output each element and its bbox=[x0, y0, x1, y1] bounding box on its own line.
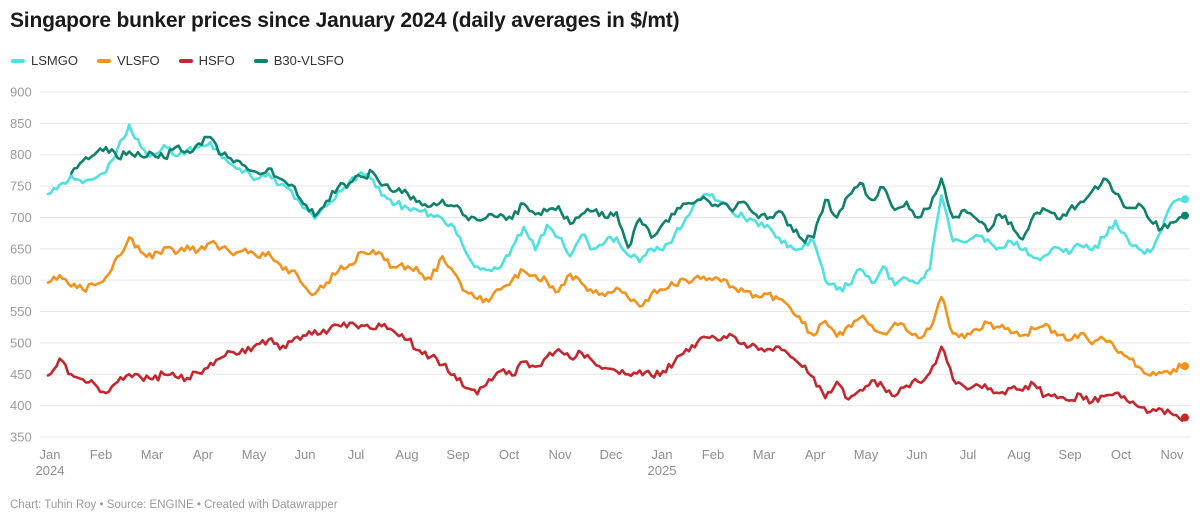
x-tick-label-2: Mar bbox=[141, 447, 164, 462]
legend-swatch-hsfo bbox=[178, 58, 193, 63]
y-tick-label-800: 800 bbox=[10, 147, 32, 162]
series-end-dot-b30-vlsfo bbox=[1181, 211, 1189, 220]
x-tick-label-1: Feb bbox=[90, 447, 112, 462]
y-tick-label-750: 750 bbox=[10, 179, 32, 194]
y-tick-label-500: 500 bbox=[10, 335, 32, 350]
x-tick-label-9: Oct bbox=[499, 447, 520, 462]
legend-label-lsmgo: LSMGO bbox=[31, 53, 78, 68]
x-tick-label-17: Jun bbox=[907, 447, 928, 462]
x-tick-label-3: Apr bbox=[193, 447, 214, 462]
legend-swatch-b30-vlsfo bbox=[253, 58, 268, 63]
x-tick-label-14: Mar bbox=[753, 447, 776, 462]
series-line-hsfo bbox=[46, 321, 1187, 422]
legend-item-b30-vlsfo: B30-VLSFO bbox=[253, 53, 344, 68]
gridlines bbox=[40, 91, 1190, 438]
series-end-dot-lsmgo bbox=[1181, 195, 1189, 204]
x-tick-label-12: Jan bbox=[652, 447, 673, 462]
x-tick-label-11: Dec bbox=[599, 447, 623, 462]
legend-item-lsmgo: LSMGO bbox=[11, 53, 78, 68]
legend-label-hsfo: HSFO bbox=[198, 53, 235, 68]
x-tick-label-7: Aug bbox=[395, 447, 418, 462]
y-tick-label-700: 700 bbox=[10, 210, 32, 225]
y-tick-label-350: 350 bbox=[10, 430, 32, 445]
x-tick-label-16: May bbox=[854, 447, 879, 462]
series-lines bbox=[46, 123, 1187, 422]
series-line-b30-vlsfo bbox=[69, 135, 1187, 249]
legend-item-hsfo: HSFO bbox=[178, 53, 235, 68]
legend-label-b30-vlsfo: B30-VLSFO bbox=[273, 53, 344, 68]
x-year-label-2025: 2025 bbox=[648, 463, 677, 478]
y-tick-label-450: 450 bbox=[10, 367, 32, 382]
chart-title: Singapore bunker prices since January 20… bbox=[10, 9, 680, 32]
y-tick-label-600: 600 bbox=[10, 273, 32, 288]
legend: LSMGO VLSFO HSFO B30-VLSFO bbox=[11, 53, 344, 68]
series-end-dot-vlsfo bbox=[1181, 362, 1189, 371]
x-tick-label-18: Jul bbox=[960, 447, 977, 462]
series-line-vlsfo bbox=[46, 236, 1187, 377]
chart-byline: Chart: Tuhin Roy • Source: ENGINE • Crea… bbox=[10, 499, 338, 511]
legend-swatch-vlsfo bbox=[96, 58, 111, 63]
y-tick-label-900: 900 bbox=[10, 85, 32, 100]
x-tick-label-15: Apr bbox=[805, 447, 826, 462]
legend-swatch-lsmgo bbox=[11, 58, 25, 63]
x-tick-label-20: Sep bbox=[1058, 447, 1081, 462]
x-tick-label-5: Jun bbox=[295, 447, 316, 462]
y-tick-label-650: 650 bbox=[10, 241, 32, 256]
y-tick-label-400: 400 bbox=[10, 398, 32, 413]
series-end-dots bbox=[1181, 195, 1189, 422]
legend-item-vlsfo: VLSFO bbox=[96, 53, 160, 68]
y-tick-label-550: 550 bbox=[10, 304, 32, 319]
x-tick-label-8: Sep bbox=[446, 447, 469, 462]
x-tick-label-19: Aug bbox=[1007, 447, 1030, 462]
x-tick-label-22: Nov bbox=[1160, 447, 1184, 462]
series-end-dot-hsfo bbox=[1181, 413, 1189, 422]
x-tick-label-0: Jan bbox=[40, 447, 61, 462]
x-tick-label-10: Nov bbox=[548, 447, 572, 462]
x-tick-label-4: May bbox=[242, 447, 267, 462]
x-tick-label-21: Oct bbox=[1111, 447, 1132, 462]
x-tick-label-13: Feb bbox=[702, 447, 724, 462]
y-tick-label-850: 850 bbox=[10, 116, 32, 131]
y-axis-labels: 350 400 450 500 550 600 650 700 750 800 850 900 bbox=[10, 85, 32, 445]
legend-label-vlsfo: VLSFO bbox=[116, 53, 160, 68]
x-year-label-2024: 2024 bbox=[36, 463, 65, 478]
series-line-lsmgo bbox=[46, 123, 1187, 293]
x-tick-label-6: Jul bbox=[348, 447, 365, 462]
